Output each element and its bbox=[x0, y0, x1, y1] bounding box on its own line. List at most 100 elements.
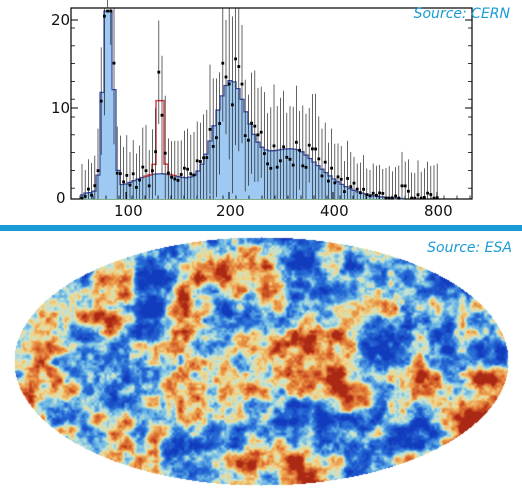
data-point bbox=[106, 9, 109, 13]
data-point bbox=[263, 152, 266, 155]
section-divider bbox=[0, 225, 522, 231]
data-point bbox=[119, 172, 122, 176]
data-point bbox=[215, 136, 218, 140]
data-point bbox=[429, 193, 433, 196]
data-point bbox=[317, 157, 321, 161]
data-point bbox=[304, 165, 308, 169]
data-point bbox=[179, 173, 183, 176]
data-point bbox=[125, 173, 129, 177]
data-point bbox=[333, 181, 337, 185]
data-point bbox=[375, 193, 378, 197]
data-point bbox=[170, 175, 173, 179]
data-point bbox=[416, 193, 420, 197]
data-point bbox=[301, 164, 305, 168]
data-point bbox=[432, 196, 436, 200]
data-point bbox=[224, 75, 228, 79]
data-point bbox=[269, 166, 273, 170]
data-point bbox=[365, 193, 369, 197]
data-point bbox=[192, 173, 196, 177]
data-point bbox=[330, 166, 333, 170]
data-point bbox=[250, 121, 253, 125]
data-point bbox=[147, 184, 151, 188]
data-point bbox=[327, 179, 330, 183]
source-esa-label: Source: ESA bbox=[427, 240, 512, 256]
data-point bbox=[346, 177, 349, 180]
data-point bbox=[83, 195, 87, 198]
data-point bbox=[426, 191, 429, 195]
data-point bbox=[157, 70, 161, 74]
data-point bbox=[96, 169, 100, 173]
data-point bbox=[403, 184, 407, 188]
data-point bbox=[259, 130, 263, 134]
data-point bbox=[144, 169, 148, 173]
data-point bbox=[423, 196, 426, 199]
data-point bbox=[311, 147, 314, 151]
data-point bbox=[285, 155, 289, 159]
data-point bbox=[93, 184, 97, 188]
particle-histogram: 20 10 0 100 200 400 800 Source: CERN bbox=[0, 0, 522, 224]
data-point bbox=[202, 156, 205, 160]
x-tick-label: 200 bbox=[216, 202, 245, 220]
data-point bbox=[339, 177, 343, 181]
data-point bbox=[394, 194, 397, 198]
data-point bbox=[253, 124, 257, 128]
cmb-sky-map bbox=[0, 236, 522, 495]
data-point bbox=[176, 179, 180, 182]
data-point bbox=[231, 103, 234, 107]
data-point bbox=[413, 196, 417, 200]
red-peak-outline bbox=[143, 99, 177, 178]
data-point bbox=[400, 184, 404, 188]
data-point bbox=[160, 113, 164, 117]
data-point bbox=[115, 171, 119, 175]
data-point bbox=[122, 180, 125, 184]
data-point bbox=[266, 162, 269, 166]
x-tick-label: 400 bbox=[320, 202, 349, 220]
data-point bbox=[131, 172, 135, 176]
data-point bbox=[218, 122, 221, 125]
data-point bbox=[419, 196, 423, 200]
data-point bbox=[282, 145, 285, 149]
y-tick-label: 10 bbox=[51, 99, 70, 117]
data-point bbox=[295, 140, 298, 144]
data-point bbox=[87, 187, 90, 191]
data-point bbox=[336, 175, 340, 179]
data-point bbox=[349, 185, 353, 189]
cmb-mollweide-map bbox=[0, 236, 522, 495]
data-point bbox=[387, 196, 391, 200]
data-point bbox=[378, 191, 381, 195]
data-point bbox=[227, 82, 231, 86]
histogram-plot: 20 10 0 100 200 400 800 bbox=[51, 0, 473, 220]
data-point bbox=[323, 160, 327, 164]
data-point bbox=[355, 187, 359, 191]
data-point bbox=[112, 61, 116, 65]
data-point bbox=[371, 191, 375, 195]
data-point bbox=[186, 167, 189, 171]
data-point bbox=[240, 82, 244, 86]
data-point bbox=[189, 172, 193, 176]
data-points bbox=[80, 0, 439, 200]
data-point bbox=[243, 134, 247, 138]
data-point bbox=[298, 148, 301, 152]
data-point bbox=[359, 191, 362, 195]
data-point bbox=[314, 147, 317, 151]
data-point bbox=[237, 65, 241, 68]
y-tick-label: 20 bbox=[51, 11, 70, 29]
data-point bbox=[195, 159, 199, 163]
data-point bbox=[90, 193, 93, 197]
data-point bbox=[80, 196, 84, 200]
data-point bbox=[407, 189, 410, 193]
data-point bbox=[272, 144, 276, 148]
data-point bbox=[410, 196, 413, 200]
data-point bbox=[103, 14, 106, 18]
data-point bbox=[320, 174, 324, 178]
data-point bbox=[397, 196, 401, 200]
data-point bbox=[141, 165, 145, 169]
axis-ticks bbox=[71, 19, 472, 199]
data-point bbox=[384, 196, 388, 200]
data-point bbox=[368, 194, 372, 198]
red-peak-histogram bbox=[143, 99, 177, 178]
signal-outline bbox=[80, 10, 404, 200]
data-point bbox=[183, 166, 186, 170]
data-point bbox=[256, 133, 260, 137]
data-point bbox=[221, 61, 225, 65]
